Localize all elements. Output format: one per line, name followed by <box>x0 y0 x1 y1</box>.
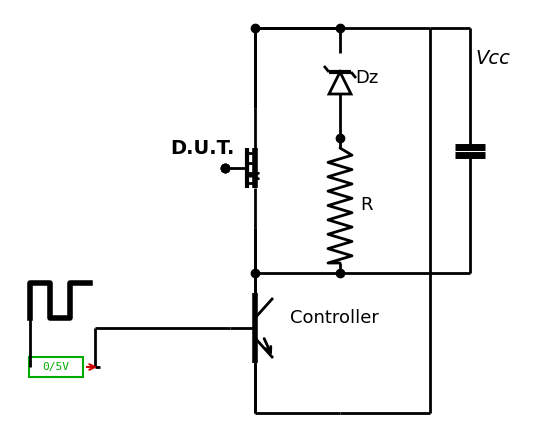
Text: R: R <box>360 197 373 215</box>
Text: 0/5V: 0/5V <box>42 362 70 372</box>
Text: Controller: Controller <box>290 309 379 327</box>
Text: Vcc: Vcc <box>475 49 510 67</box>
Text: D.U.T.: D.U.T. <box>170 138 234 158</box>
FancyBboxPatch shape <box>29 357 83 377</box>
Text: Dz: Dz <box>355 69 378 87</box>
